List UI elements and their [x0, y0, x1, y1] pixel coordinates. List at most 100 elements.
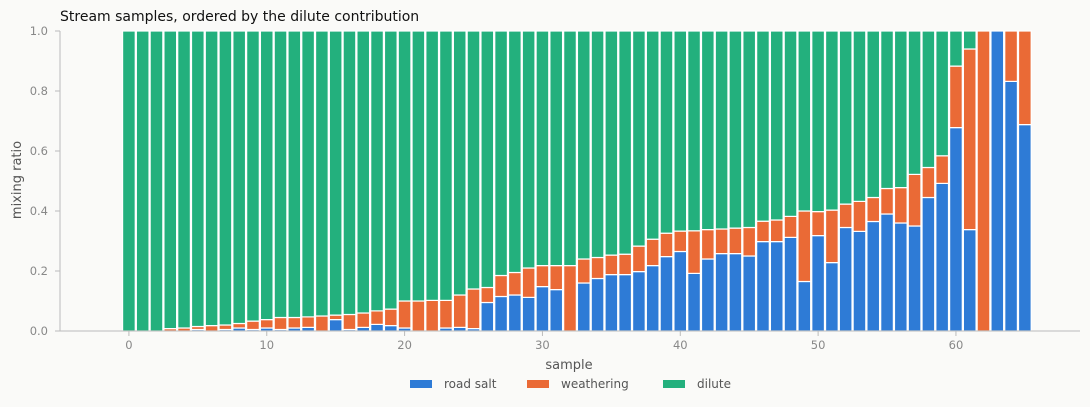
bar-segment — [549, 289, 564, 332]
bar-segment — [631, 30, 646, 247]
bar-segment — [990, 30, 1005, 332]
legend: road salt weathering dilute — [410, 377, 731, 391]
x-tick-label: 50 — [811, 338, 826, 352]
bar-segment — [797, 30, 812, 212]
bar-segment — [356, 312, 371, 328]
bar-segment — [452, 294, 467, 329]
bar-segment — [728, 30, 743, 229]
bar-segment — [521, 30, 536, 269]
bar-segment — [604, 30, 619, 256]
legend-swatch — [410, 380, 432, 388]
bar-segment — [397, 30, 412, 302]
bar-segment — [880, 213, 894, 332]
bar-segment — [287, 316, 302, 329]
bar-segment — [535, 265, 550, 288]
bar-segment — [673, 30, 688, 232]
y-tick-label: 0.8 — [30, 84, 48, 98]
bar-segment — [563, 30, 577, 267]
bar-segment — [232, 30, 247, 325]
y-tick-label: 0.2 — [30, 264, 48, 278]
bar-segment — [811, 30, 826, 213]
bar-segment — [838, 226, 853, 332]
bar-segment — [866, 30, 881, 199]
bar-segment — [949, 65, 963, 129]
legend-swatch — [527, 380, 549, 388]
bar-segment — [314, 30, 329, 317]
bar-segment — [604, 274, 619, 332]
bar-segment — [549, 265, 564, 291]
bar-segment — [935, 155, 950, 185]
bar-segment — [645, 30, 660, 240]
bar-segment — [314, 315, 329, 332]
y-tick-label: 0.4 — [30, 204, 48, 218]
bar-segment — [673, 250, 688, 332]
bar-segment — [921, 196, 936, 332]
bar-segment — [425, 299, 440, 332]
bar-segment — [121, 30, 136, 332]
bar-segment — [700, 30, 715, 231]
bar-segment — [687, 230, 701, 275]
bar-segment — [756, 30, 770, 222]
bar-segment — [163, 30, 178, 330]
bar-segment — [411, 30, 426, 302]
bar-segment — [714, 228, 729, 255]
bar-segment — [742, 226, 757, 257]
bar-segment — [673, 230, 688, 253]
bar-segment — [425, 30, 440, 301]
bar-segment — [576, 282, 591, 332]
bar-segment — [273, 30, 288, 319]
bar-segment — [411, 300, 426, 332]
bar-segment — [1004, 30, 1019, 83]
bar-segment — [466, 288, 481, 330]
bar-segment — [246, 320, 260, 331]
bar-segment — [521, 267, 536, 298]
x-tick-label: 40 — [673, 338, 688, 352]
bar-segment — [218, 30, 233, 326]
bar-segment — [852, 200, 867, 232]
bar-segment — [866, 196, 881, 223]
bar-segment — [1004, 80, 1019, 332]
bar-segment — [328, 314, 343, 321]
bar-segment — [962, 30, 977, 50]
bar-segment — [259, 319, 274, 329]
bar-segment — [273, 316, 288, 331]
bar-segment — [687, 272, 701, 332]
bar-segment — [880, 187, 894, 215]
bar-segment — [893, 187, 908, 224]
bar-segment — [480, 286, 495, 304]
bar-segment — [204, 30, 219, 327]
bar-segment — [521, 296, 536, 332]
x-axis-ticks: 0 10 20 30 40 50 60 — [125, 331, 963, 352]
bar-segment — [535, 30, 550, 267]
bar-segment — [700, 258, 715, 332]
bar-segment — [659, 232, 674, 258]
bar-segment — [907, 173, 922, 227]
bar-segment — [370, 310, 384, 325]
bar-segment — [769, 219, 784, 243]
bar-segment — [342, 313, 357, 331]
bar-segment — [604, 254, 619, 276]
bar-segment — [135, 30, 150, 332]
bar-segment — [383, 325, 398, 332]
legend-swatch — [663, 380, 685, 388]
bar-segment — [439, 299, 453, 329]
x-tick-label: 60 — [949, 338, 964, 352]
bar-segment — [1017, 123, 1032, 332]
bar-segment — [645, 265, 660, 332]
bar-segment — [535, 286, 550, 332]
bar-segment — [342, 30, 357, 316]
bar-segment — [590, 277, 605, 332]
bar-segment — [797, 210, 812, 283]
bar-segment — [466, 30, 481, 290]
bar-segment — [631, 271, 646, 332]
y-axis-title: mixing ratio — [10, 141, 25, 219]
x-tick-label: 10 — [259, 338, 274, 352]
bar-segment — [949, 30, 963, 67]
bar-segment — [907, 225, 922, 332]
bar-segment — [645, 238, 660, 267]
bar-segment — [866, 220, 881, 332]
bar-segment — [370, 323, 384, 332]
bar-segment — [246, 30, 260, 322]
bar-segment — [756, 241, 770, 332]
bar-segment — [507, 271, 522, 296]
